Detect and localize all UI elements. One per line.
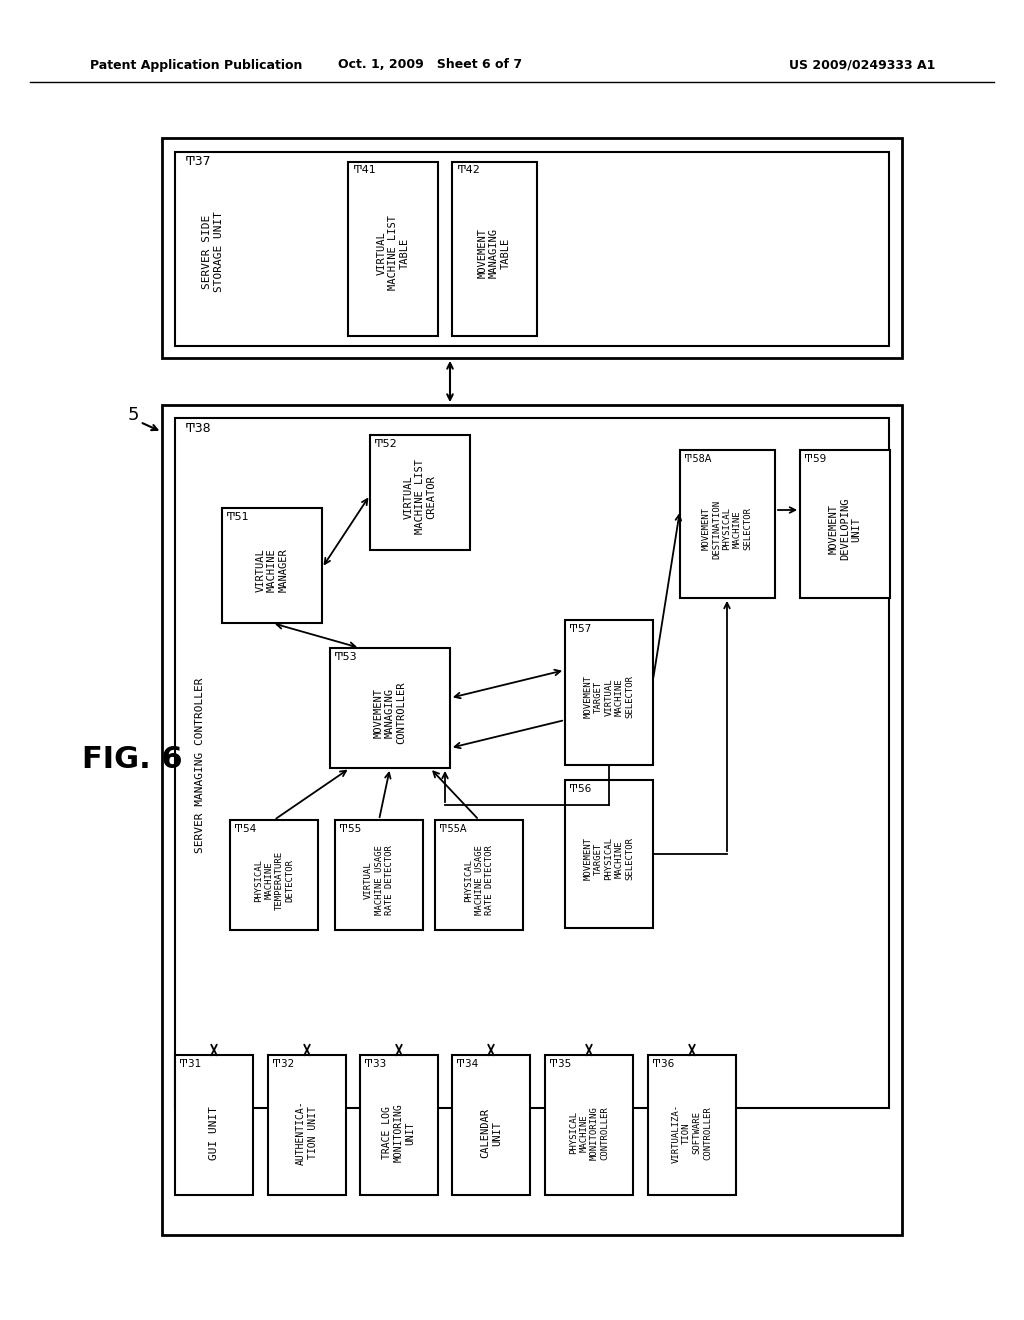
Bar xyxy=(565,620,653,766)
Text: FIG. 6: FIG. 6 xyxy=(82,746,182,775)
Text: Ͳ36: Ͳ36 xyxy=(652,1059,674,1069)
Text: Ͳ55: Ͳ55 xyxy=(339,824,361,834)
Text: Ͳ57: Ͳ57 xyxy=(569,624,591,634)
Text: GUI UNIT: GUI UNIT xyxy=(209,1106,219,1160)
Text: Ͳ51: Ͳ51 xyxy=(226,512,250,521)
Text: MOVEMENT
DESTINATION
PHYSICAL
MACHINE
SELECTOR: MOVEMENT DESTINATION PHYSICAL MACHINE SE… xyxy=(701,499,753,558)
Text: MOVEMENT
DEVELOPING
UNIT: MOVEMENT DEVELOPING UNIT xyxy=(828,498,861,560)
Text: Ͳ58A: Ͳ58A xyxy=(684,454,712,465)
Bar xyxy=(435,820,523,931)
Bar xyxy=(222,508,322,623)
Text: Ͳ38: Ͳ38 xyxy=(185,422,212,436)
Text: Ͳ55A: Ͳ55A xyxy=(439,824,467,834)
Text: VIRTUALIZA-
TION
SOFTWARE
CONTROLLER: VIRTUALIZA- TION SOFTWARE CONTROLLER xyxy=(672,1104,712,1163)
Bar xyxy=(348,162,438,337)
Text: SERVER MANAGING CONTROLLER: SERVER MANAGING CONTROLLER xyxy=(195,677,205,853)
Text: Ͳ52: Ͳ52 xyxy=(374,440,397,449)
Bar xyxy=(452,1055,530,1195)
Bar xyxy=(162,139,902,358)
Bar xyxy=(800,450,890,598)
Bar xyxy=(680,450,775,598)
Text: MOVEMENT
MANAGING
TABLE: MOVEMENT MANAGING TABLE xyxy=(477,228,511,279)
Text: VIRTUAL
MACHINE LIST
CREATOR: VIRTUAL MACHINE LIST CREATOR xyxy=(403,459,436,535)
Bar xyxy=(175,1055,253,1195)
Bar xyxy=(452,162,537,337)
Text: Ͳ32: Ͳ32 xyxy=(272,1059,294,1069)
Text: US 2009/0249333 A1: US 2009/0249333 A1 xyxy=(788,58,935,71)
Bar xyxy=(648,1055,736,1195)
Bar xyxy=(360,1055,438,1195)
Text: Ͳ35: Ͳ35 xyxy=(549,1059,571,1069)
Text: VIRTUAL
MACHINE USAGE
RATE DETECTOR: VIRTUAL MACHINE USAGE RATE DETECTOR xyxy=(365,845,394,915)
Text: Ͳ41: Ͳ41 xyxy=(353,165,377,176)
Text: PHYSICAL
MACHINE
MONITORING
CONTROLLER: PHYSICAL MACHINE MONITORING CONTROLLER xyxy=(569,1106,609,1160)
Bar xyxy=(175,152,889,346)
Text: Ͳ37: Ͳ37 xyxy=(185,154,212,168)
Bar xyxy=(330,648,450,768)
Bar xyxy=(335,820,423,931)
Text: MOVEMENT
TARGET
PHYSICAL
MACHINE
SELECTOR: MOVEMENT TARGET PHYSICAL MACHINE SELECTO… xyxy=(584,837,634,880)
Text: MOVEMENT
MANAGING
CONTROLLER: MOVEMENT MANAGING CONTROLLER xyxy=(374,681,407,744)
Text: Patent Application Publication: Patent Application Publication xyxy=(90,58,302,71)
Bar xyxy=(162,405,902,1236)
Text: TRACE LOG
MONITORING
UNIT: TRACE LOG MONITORING UNIT xyxy=(382,1104,416,1163)
Text: VIRTUAL
MACHINE LIST
TABLE: VIRTUAL MACHINE LIST TABLE xyxy=(377,215,410,290)
Text: CALENDAR
UNIT: CALENDAR UNIT xyxy=(480,1107,502,1158)
Text: Ͳ56: Ͳ56 xyxy=(569,784,591,795)
Text: Ͳ33: Ͳ33 xyxy=(364,1059,386,1069)
Text: Ͳ53: Ͳ53 xyxy=(334,652,357,663)
Text: PHYSICAL
MACHINE USAGE
RATE DETECTOR: PHYSICAL MACHINE USAGE RATE DETECTOR xyxy=(464,845,494,915)
Text: AUTHENTICA-
TION UNIT: AUTHENTICA- TION UNIT xyxy=(296,1101,317,1166)
Text: Ͳ31: Ͳ31 xyxy=(179,1059,202,1069)
Bar xyxy=(545,1055,633,1195)
Text: Ͳ59: Ͳ59 xyxy=(804,454,826,465)
Text: Ͳ54: Ͳ54 xyxy=(234,824,256,834)
Bar xyxy=(230,820,318,931)
Bar xyxy=(370,436,470,550)
Text: Oct. 1, 2009   Sheet 6 of 7: Oct. 1, 2009 Sheet 6 of 7 xyxy=(338,58,522,71)
Bar xyxy=(268,1055,346,1195)
Bar xyxy=(565,780,653,928)
Text: MOVEMENT
TARGET
VIRTUAL
MACHINE
SELECTOR: MOVEMENT TARGET VIRTUAL MACHINE SELECTOR xyxy=(584,676,634,718)
Bar xyxy=(175,418,889,1107)
Text: Ͳ42: Ͳ42 xyxy=(457,165,481,176)
Text: PHYSICAL
MACHINE
TEMPERATURE
DETECTOR: PHYSICAL MACHINE TEMPERATURE DETECTOR xyxy=(254,850,294,909)
Text: SERVER SIDE
STORAGE UNIT: SERVER SIDE STORAGE UNIT xyxy=(202,211,224,293)
Text: VIRTUAL
MACHINE
MANAGER: VIRTUAL MACHINE MANAGER xyxy=(255,548,289,591)
Text: 5: 5 xyxy=(127,407,138,424)
Text: Ͳ34: Ͳ34 xyxy=(456,1059,478,1069)
